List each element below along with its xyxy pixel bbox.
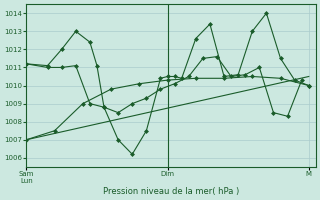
X-axis label: Pression niveau de la mer( hPa ): Pression niveau de la mer( hPa ): [103, 187, 239, 196]
